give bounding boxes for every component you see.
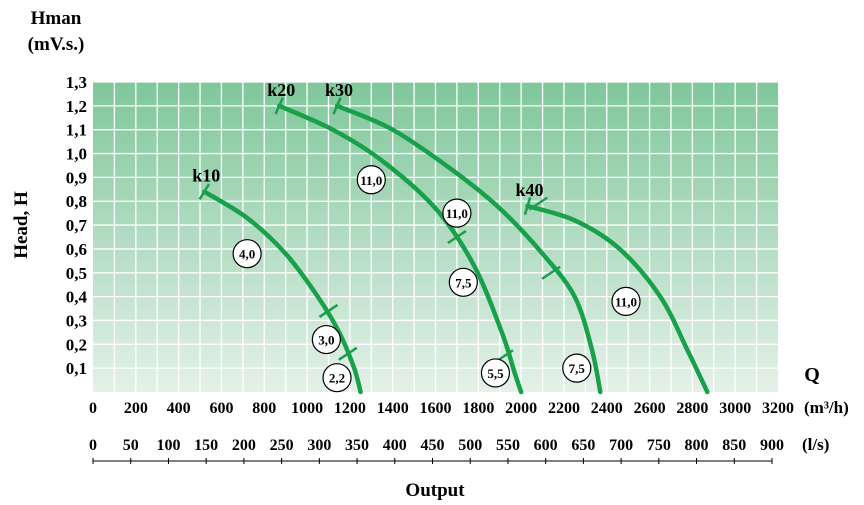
curve-k20 — [276, 103, 524, 395]
y-tick-label: 0,7 — [66, 216, 88, 235]
x-tick-label-ls: 50 — [123, 437, 139, 454]
curve-start-tick — [274, 97, 285, 115]
impeller-tick — [541, 265, 561, 280]
power-label: 7,5 — [455, 275, 472, 290]
x-tick-label-m3h: 1400 — [377, 400, 409, 417]
x-tick-label-ls: 200 — [232, 437, 256, 454]
x-tick-label-m3h: 1200 — [334, 400, 366, 417]
power-label-circle — [480, 358, 511, 388]
x-tick-label-ls: 900 — [760, 437, 784, 454]
y-tick-label: 1,2 — [66, 97, 87, 116]
power-label: 11,0 — [615, 294, 637, 309]
curve-name-label: k10 — [192, 166, 220, 186]
x-tick-label-m3h: 2200 — [548, 400, 580, 417]
x-tick-label-m3h: 800 — [252, 400, 276, 417]
y-tick-label: 0,4 — [66, 288, 88, 307]
x-tick-label-ls: 600 — [534, 437, 558, 454]
y-tick-label: 0,1 — [66, 359, 87, 378]
y-tick-label: 0,8 — [66, 192, 87, 211]
curve-k30 — [334, 103, 603, 395]
y-tick-label: 0,6 — [66, 240, 87, 259]
grid-lines — [93, 81, 778, 392]
impeller-tick — [528, 196, 548, 211]
pump-curves: k10 4,0 3,0 2,2 k20 11,0 7,5 5,5 k30 11,0 7,5 k40 11… — [192, 80, 710, 395]
x-tick-label-m3h: 1600 — [420, 400, 452, 417]
power-label: 2,2 — [329, 371, 345, 386]
y-axis-tick-labels: 0,1 0,2 0,3 0,4 0,5 0,6 0,7 0,8 0,9 1,0 1,1 1,2 1,3 — [66, 73, 88, 378]
y-top-label-line2: (mV.s.) — [28, 34, 85, 55]
x-tick-label-ls: 650 — [571, 437, 595, 454]
power-label-circle — [356, 165, 386, 195]
x-tick-label-ls: 100 — [156, 437, 180, 454]
x-tick-label-ls: 450 — [421, 437, 445, 454]
x-tick-label-m3h: 1800 — [462, 400, 494, 417]
y-tick-label: 1,1 — [66, 121, 87, 140]
y-tick-label: 1,0 — [66, 145, 87, 164]
x-tick-label-ls: 750 — [647, 437, 671, 454]
x-tick-label-m3h: 2800 — [676, 400, 708, 417]
x-tick-label-m3h: 3200 — [762, 400, 794, 417]
x-tick-label-ls: 850 — [722, 437, 746, 454]
x-axis-title: Output — [405, 480, 465, 501]
curve-k40 — [525, 203, 710, 395]
x-tick-label-m3h: 3000 — [719, 400, 751, 417]
x-tick-label-ls: 250 — [270, 437, 294, 454]
curve-start-tick — [523, 197, 532, 215]
x-tick-label-m3h: 2000 — [505, 400, 537, 417]
x-axis-unit-m3h: (m³/h) — [804, 398, 849, 417]
power-label: 4,0 — [239, 247, 255, 262]
x-axis-end-label-q: Q — [804, 364, 820, 386]
x-tick-label-ls: 700 — [609, 437, 633, 454]
power-label: 5,5 — [487, 366, 504, 381]
curve-k10 — [202, 189, 363, 395]
y-tick-label: 1,3 — [66, 73, 87, 92]
x-axis-m3h-tick-labels: 0 200 400 600 800 1000 1200 1400 1600 1800 2000 220… — [89, 400, 794, 417]
curve-name-label: k30 — [325, 80, 353, 100]
x-tick-label-ls: 500 — [458, 437, 482, 454]
x-tick-label-ls: 400 — [383, 437, 407, 454]
power-label-circle — [562, 353, 592, 383]
impeller-tick — [447, 229, 467, 245]
x-axis-ls: 0 50 100 150 200 250 300 350 400 450 500 550 600 650 7… — [89, 437, 784, 464]
curve-name-label: k20 — [267, 80, 295, 100]
impeller-tick — [318, 303, 339, 318]
power-label: 11,0 — [446, 206, 468, 221]
impeller-tick — [338, 346, 358, 361]
y-tick-label: 0,9 — [66, 168, 87, 187]
power-label-circle — [311, 324, 341, 355]
power-label: 11,0 — [360, 173, 382, 188]
power-label-circle — [322, 363, 352, 393]
y-tick-label: 0,3 — [66, 311, 87, 330]
x-tick-label-ls: 0 — [89, 437, 97, 454]
x-tick-label-ls: 800 — [685, 437, 709, 454]
power-label: 7,5 — [569, 361, 586, 376]
power-label-circle — [448, 267, 478, 297]
power-label-circle — [611, 286, 641, 316]
y-top-label-line1: Hman — [31, 8, 82, 29]
y-axis-title: Head, H — [11, 191, 32, 259]
curve-start-tick — [198, 183, 211, 201]
x-tick-label-m3h: 600 — [209, 400, 233, 417]
y-tick-label: 0,5 — [66, 264, 87, 283]
x-tick-label-m3h: 1000 — [291, 400, 323, 417]
x-tick-label-ls: 350 — [345, 437, 369, 454]
x-axis-unit-ls: (l/s) — [802, 435, 829, 454]
power-label-circle — [232, 239, 262, 269]
y-tick-label: 0,2 — [66, 335, 87, 354]
x-tick-label-ls: 300 — [307, 437, 331, 454]
curve-start-tick — [332, 97, 342, 115]
x-tick-label-m3h: 2600 — [634, 400, 666, 417]
x-tick-label-m3h: 400 — [167, 400, 191, 417]
power-label: 3,0 — [318, 333, 334, 348]
x-tick-label-m3h: 2400 — [591, 400, 623, 417]
curve-name-label: k40 — [516, 180, 544, 200]
x-tick-label-m3h: 200 — [124, 400, 148, 417]
x-tick-label-m3h: 0 — [89, 400, 97, 417]
power-label-circle — [442, 198, 472, 228]
x-tick-label-ls: 150 — [194, 437, 218, 454]
x-tick-label-ls: 550 — [496, 437, 520, 454]
